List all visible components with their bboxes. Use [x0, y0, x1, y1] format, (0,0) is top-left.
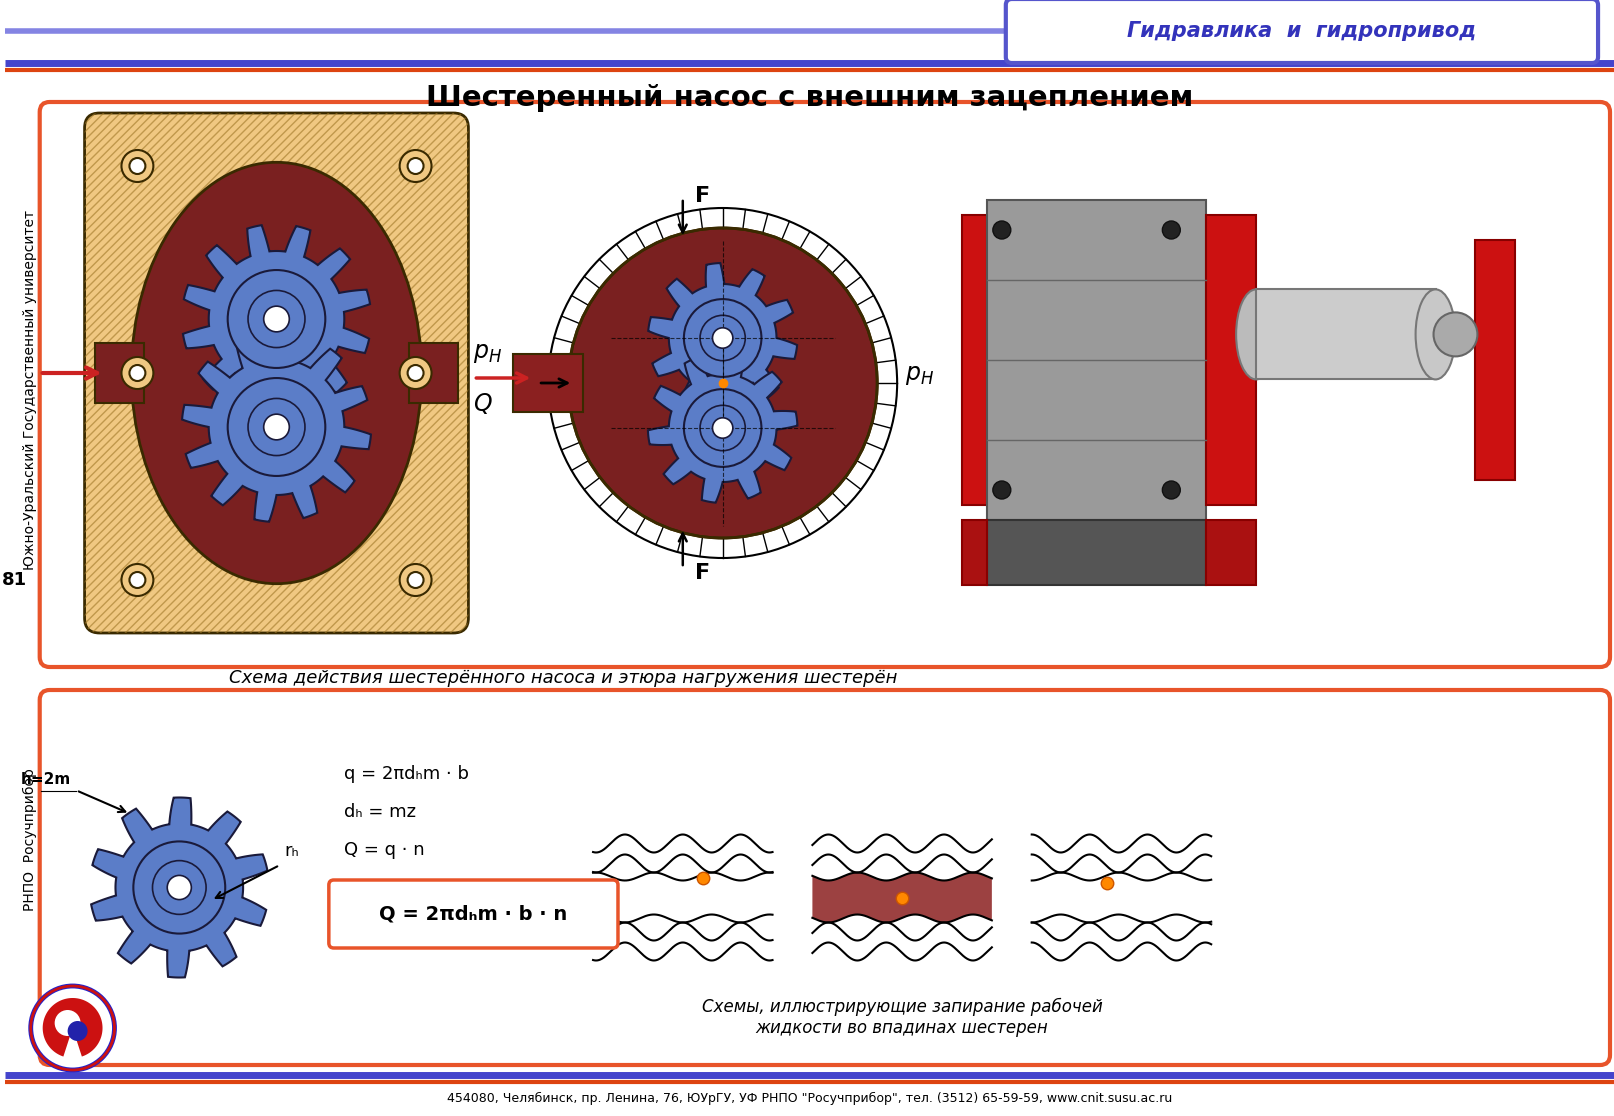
- Polygon shape: [649, 263, 797, 413]
- Circle shape: [408, 158, 423, 174]
- Text: dₕ = mz: dₕ = mz: [344, 804, 416, 821]
- FancyBboxPatch shape: [40, 102, 1611, 667]
- Text: Q = q · n: Q = q · n: [344, 841, 424, 859]
- Circle shape: [263, 306, 289, 331]
- Circle shape: [121, 357, 153, 389]
- Text: РНПО  Росучприбор: РНПО Росучприбор: [23, 769, 37, 912]
- Circle shape: [129, 573, 145, 588]
- Bar: [95, 343, 144, 403]
- Ellipse shape: [131, 162, 421, 584]
- Circle shape: [400, 150, 431, 182]
- Circle shape: [700, 405, 746, 451]
- Circle shape: [129, 158, 145, 174]
- Circle shape: [228, 378, 326, 475]
- Circle shape: [712, 417, 733, 439]
- Polygon shape: [42, 998, 103, 1057]
- Polygon shape: [182, 333, 371, 521]
- Circle shape: [263, 414, 289, 440]
- Text: 454080, Челябинск, пр. Ленина, 76, ЮУрГУ, УФ РНПО "Росучприбор", тел. (3512) 65-: 454080, Челябинск, пр. Ленина, 76, ЮУрГУ…: [447, 1091, 1172, 1105]
- Circle shape: [1162, 481, 1180, 499]
- Circle shape: [993, 481, 1010, 499]
- Circle shape: [152, 860, 207, 914]
- Polygon shape: [90, 798, 268, 978]
- Circle shape: [712, 328, 733, 348]
- Circle shape: [121, 150, 153, 182]
- Bar: [943, 140, 1580, 600]
- Polygon shape: [647, 354, 797, 502]
- Text: $Q$: $Q$: [473, 391, 492, 415]
- Circle shape: [400, 564, 431, 596]
- Circle shape: [68, 1021, 87, 1041]
- Bar: [962, 520, 986, 585]
- Bar: [1206, 215, 1256, 506]
- Ellipse shape: [1415, 289, 1456, 379]
- Circle shape: [249, 290, 305, 347]
- Text: Южно-Уральский Государственный университет: Южно-Уральский Государственный университ…: [23, 210, 37, 570]
- Polygon shape: [182, 225, 370, 413]
- Text: F: F: [696, 186, 710, 206]
- Circle shape: [400, 357, 431, 389]
- Text: Гидравлика  и  гидропривод: Гидравлика и гидропривод: [1127, 21, 1477, 41]
- Bar: [986, 520, 1206, 585]
- Text: $p_H$: $p_H$: [905, 363, 935, 387]
- Circle shape: [129, 365, 145, 381]
- Text: Q = 2πdₕm · b · n: Q = 2πdₕm · b · n: [379, 904, 568, 924]
- Text: Схемы, иллюстрирующие запирание рабочей
жидкости во впадинах шестерен: Схемы, иллюстрирующие запирание рабочей …: [702, 998, 1102, 1037]
- Circle shape: [700, 316, 746, 360]
- FancyBboxPatch shape: [1006, 0, 1598, 62]
- Circle shape: [249, 398, 305, 455]
- Text: rₕ: rₕ: [284, 843, 300, 860]
- Bar: [408, 343, 458, 403]
- FancyBboxPatch shape: [40, 690, 1611, 1065]
- Bar: [1256, 289, 1435, 379]
- Circle shape: [1162, 221, 1180, 239]
- Circle shape: [1433, 312, 1477, 356]
- Text: F: F: [696, 562, 710, 583]
- Circle shape: [684, 299, 762, 377]
- Circle shape: [168, 875, 192, 899]
- Circle shape: [121, 564, 153, 596]
- FancyBboxPatch shape: [329, 881, 618, 947]
- Circle shape: [408, 573, 423, 588]
- Ellipse shape: [1236, 289, 1277, 379]
- Circle shape: [31, 987, 115, 1070]
- Bar: [513, 354, 583, 412]
- Bar: [962, 215, 986, 506]
- Text: $p_H$: $p_H$: [473, 341, 502, 365]
- Circle shape: [568, 228, 876, 538]
- Circle shape: [993, 221, 1010, 239]
- Bar: [986, 200, 1206, 520]
- Text: q = 2πdₕm · b: q = 2πdₕm · b: [344, 764, 468, 783]
- Circle shape: [134, 841, 226, 934]
- Circle shape: [408, 365, 423, 381]
- Bar: [1206, 520, 1256, 585]
- Text: Шестеренный насос с внешним зацеплением: Шестеренный насос с внешним зацеплением: [426, 84, 1193, 112]
- Text: Схема действия шестерённого насоса и этюра нагружения шестерён: Схема действия шестерённого насоса и этю…: [229, 668, 897, 687]
- FancyBboxPatch shape: [84, 113, 468, 633]
- Circle shape: [684, 389, 762, 466]
- Text: 81: 81: [2, 571, 27, 589]
- Bar: [1475, 240, 1516, 480]
- Circle shape: [55, 1010, 81, 1036]
- Circle shape: [228, 270, 326, 368]
- Text: h=2m: h=2m: [21, 772, 71, 787]
